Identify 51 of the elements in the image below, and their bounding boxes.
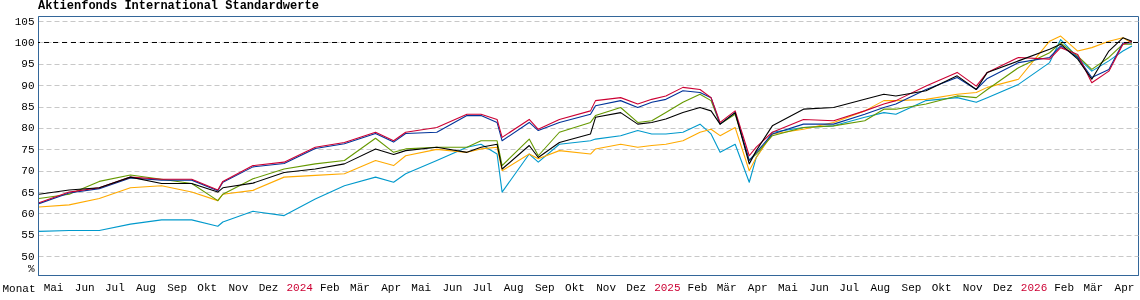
x-tick-label: Nov: [228, 281, 249, 294]
y-tick-label: 85: [21, 101, 35, 114]
x-tick-label: Okt: [931, 281, 952, 294]
x-tick-label: Mai: [778, 281, 799, 294]
x-tick-label: Mär: [350, 281, 370, 294]
x-axis-title: Monat: [2, 282, 36, 295]
x-tick-label: Aug: [503, 281, 524, 294]
y-tick-label: 80: [21, 122, 35, 135]
y-tick-label: 65: [21, 186, 35, 199]
x-tick-label: Nov: [962, 281, 984, 294]
x-tick-label: Jun: [809, 281, 829, 294]
x-tick-label: Feb: [319, 281, 340, 294]
x-tick-label: Apr: [1114, 281, 1135, 294]
y-tick-label: 50: [21, 250, 35, 263]
x-tick-label: Aug: [870, 281, 891, 294]
x-tick-label: Jul: [472, 281, 493, 294]
x-tick-label: Jun: [74, 281, 95, 294]
x-tick-label: Sep: [534, 281, 555, 294]
x-tick-label: 2024: [286, 281, 314, 294]
x-tick-label: 2025: [654, 281, 681, 294]
x-tick-label: Dez: [992, 281, 1013, 294]
x-tick-label: Nov: [596, 281, 617, 294]
y-tick-label: 75: [21, 143, 35, 156]
x-tick-label: Dez: [626, 281, 647, 294]
x-tick-label: Dez: [258, 281, 279, 294]
x-tick-label: Jul: [839, 281, 860, 294]
x-tick-label: Mär: [1083, 281, 1104, 294]
y-tick-label: 95: [21, 58, 35, 71]
y-tick-label: 90: [21, 79, 35, 92]
x-tick-label: Sep: [901, 281, 922, 294]
x-tick-label: Feb: [687, 281, 708, 294]
x-tick-label: Apr: [747, 281, 768, 294]
x-tick-label: Okt: [197, 281, 218, 294]
y-tick-label: 55: [21, 229, 35, 242]
x-tick-label: Jul: [104, 281, 125, 294]
y-tick-label: 105: [14, 15, 35, 28]
x-tick-label: 2026: [1020, 281, 1048, 294]
x-tick-label: Mai: [43, 281, 64, 294]
x-tick-label: Feb: [1054, 281, 1075, 294]
y-tick-label: 70: [21, 165, 35, 178]
y-tick-label: 60: [21, 207, 35, 220]
x-tick-label: Sep: [167, 281, 188, 294]
x-tick-label: Mär: [716, 281, 737, 294]
x-tick-label: Jun: [442, 281, 463, 294]
x-tick-label: Mai: [411, 281, 432, 294]
chart-title: Aktienfonds International Standardwerte: [38, 0, 319, 14]
x-tick-label: Aug: [136, 281, 156, 294]
y-tick-label: 100: [14, 37, 35, 49]
x-tick-label: Okt: [565, 281, 585, 294]
x-tick-label: Apr: [381, 281, 402, 294]
y-axis-title: %: [27, 262, 35, 275]
